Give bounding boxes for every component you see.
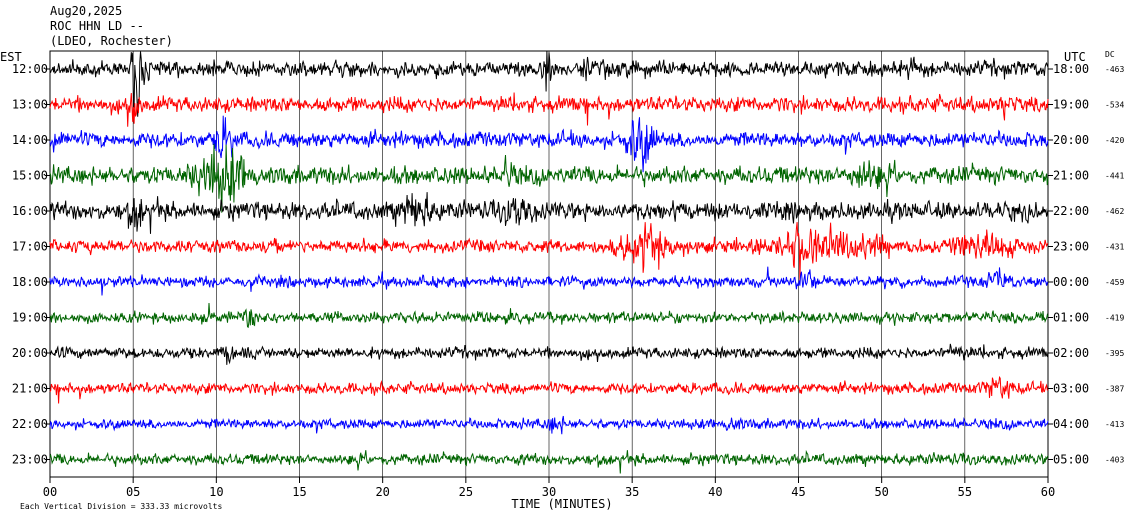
utc-label: 03:00 — [1053, 382, 1089, 396]
est-label: 18:00 — [12, 275, 48, 289]
x-tick-label: 50 — [874, 485, 888, 499]
header-date: Aug20,2025 — [50, 4, 123, 18]
x-tick-label: 60 — [1041, 485, 1055, 499]
header-station: ROC HHN LD -- — [50, 19, 144, 33]
est-label: 20:00 — [12, 346, 48, 360]
dc-label: -419 — [1105, 314, 1124, 323]
header-network: (LDEO, Rochester) — [50, 34, 173, 48]
dc-label: -462 — [1105, 207, 1124, 216]
x-tick-label: 00 — [43, 485, 57, 499]
est-axis-label: EST — [0, 50, 22, 64]
trace-1600 — [49, 192, 1049, 234]
est-label: 16:00 — [12, 204, 48, 218]
est-label: 23:00 — [12, 453, 48, 467]
utc-label: 00:00 — [1053, 275, 1089, 289]
utc-label: 22:00 — [1053, 204, 1089, 218]
est-label: 14:00 — [12, 133, 48, 147]
dc-label: -395 — [1105, 349, 1124, 358]
x-tick-label: 30 — [542, 485, 556, 499]
est-label: 12:00 — [12, 62, 48, 76]
est-label: 13:00 — [12, 98, 48, 112]
trace-2100 — [49, 375, 1049, 404]
x-tick-label: 25 — [459, 485, 473, 499]
trace-2300 — [49, 449, 1049, 474]
trace-1500 — [49, 143, 1049, 213]
x-tick-label: 55 — [958, 485, 972, 499]
dc-label: -413 — [1105, 420, 1124, 429]
x-tick-label: 05 — [126, 485, 140, 499]
utc-label: 04:00 — [1053, 417, 1089, 431]
footer-scale-note: Each Vertical Division = 333.33 microvol… — [20, 502, 222, 511]
x-tick-label: 20 — [375, 485, 389, 499]
x-axis-label: TIME (MINUTES) — [511, 497, 612, 511]
dc-label: -403 — [1105, 456, 1124, 465]
utc-label: 21:00 — [1053, 169, 1089, 183]
x-tick-label: 40 — [708, 485, 722, 499]
dc-label: -431 — [1105, 243, 1124, 252]
dc-label: -463 — [1105, 65, 1124, 74]
trace-1900 — [49, 302, 1049, 329]
x-tick-label: 45 — [791, 485, 805, 499]
trace-2000 — [49, 343, 1049, 365]
dc-label: -441 — [1105, 172, 1124, 181]
utc-label: 18:00 — [1053, 62, 1089, 76]
utc-label: 02:00 — [1053, 346, 1089, 360]
trace-1300 — [49, 92, 1049, 127]
utc-label: 05:00 — [1053, 453, 1089, 467]
x-tick-label: 10 — [209, 485, 223, 499]
utc-axis-label: UTC — [1064, 50, 1086, 64]
utc-label: 23:00 — [1053, 240, 1089, 254]
utc-label: 01:00 — [1053, 311, 1089, 325]
est-label: 17:00 — [12, 240, 48, 254]
trace-1700 — [49, 222, 1049, 282]
trace-2200 — [49, 415, 1049, 435]
est-label: 21:00 — [12, 382, 48, 396]
dc-label: -420 — [1105, 136, 1124, 145]
x-tick-label: 15 — [292, 485, 306, 499]
trace-1400 — [49, 115, 1049, 173]
dc-label: -459 — [1105, 278, 1124, 287]
trace-1800 — [49, 266, 1049, 296]
utc-label: 20:00 — [1053, 133, 1089, 147]
dc-label: -534 — [1105, 101, 1124, 110]
est-label: 15:00 — [12, 169, 48, 183]
x-tick-label: 35 — [625, 485, 639, 499]
dc-axis-label: DC — [1105, 50, 1115, 59]
utc-label: 19:00 — [1053, 98, 1089, 112]
est-label: 22:00 — [12, 417, 48, 431]
dc-label: -387 — [1105, 385, 1124, 394]
est-label: 19:00 — [12, 311, 48, 325]
trace-1200 — [49, 50, 1049, 117]
